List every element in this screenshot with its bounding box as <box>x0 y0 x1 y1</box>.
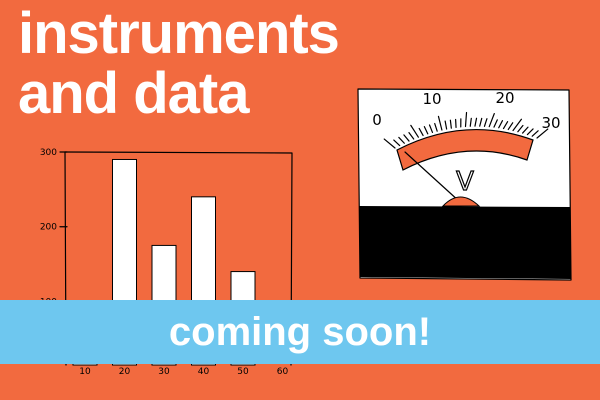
meter-scale-label: 20 <box>495 89 514 107</box>
meter-tick <box>423 126 429 135</box>
x-tick-label: 20 <box>119 367 131 377</box>
meter-tick <box>383 138 396 149</box>
y-tick-label: 200 <box>40 223 57 233</box>
y-tick-label: 300 <box>40 148 57 158</box>
x-tick-label: 40 <box>198 367 210 377</box>
meter-tick <box>410 124 419 138</box>
meter-scale-label: 0 <box>372 111 382 129</box>
meter-tick <box>512 118 522 132</box>
coming-soon-banner: coming soon! <box>0 300 600 364</box>
meter-tick <box>403 134 410 142</box>
headline: instruments and data <box>18 1 340 126</box>
meter-tick <box>526 128 534 136</box>
meter-tick <box>444 120 448 130</box>
meter-tick <box>437 115 443 131</box>
meter-tick <box>449 119 452 129</box>
x-tick-label: 30 <box>158 367 170 377</box>
x-tick-label: 60 <box>277 367 289 377</box>
meter-tick <box>522 126 529 134</box>
meter-tick <box>469 117 472 127</box>
meter-scale-label: 30 <box>541 114 560 132</box>
meter-bottom-panel <box>359 206 571 279</box>
voltmeter-illustration: 0 10 20 30 V <box>357 88 572 281</box>
meter-tick <box>479 117 483 127</box>
meter-tick <box>483 118 488 127</box>
meter-scale-arc <box>396 129 534 171</box>
chart-frame <box>64 151 293 366</box>
x-tick-label: 50 <box>237 367 249 377</box>
meter-tick <box>418 127 424 137</box>
meter-tick <box>498 120 504 129</box>
headline-line-1: instruments <box>18 1 340 66</box>
meter-tick <box>474 117 478 127</box>
meter-needle <box>404 151 461 203</box>
meter-tick <box>434 122 438 132</box>
meter-tick <box>517 124 524 133</box>
meter-tick <box>531 130 539 137</box>
meter-tick <box>507 122 514 131</box>
meter-tick <box>493 119 498 128</box>
meter-unit-label: V <box>456 167 474 197</box>
meter-tick <box>488 113 495 128</box>
meter-tick <box>428 124 434 134</box>
meter-tick <box>393 139 401 147</box>
headline-line-2: and data <box>18 61 249 126</box>
meter-tick <box>398 136 405 144</box>
meter-scale-label: 10 <box>422 90 441 108</box>
meter-tick <box>464 111 468 128</box>
meter-tick <box>502 121 509 130</box>
meter-needle-pivot <box>441 196 481 207</box>
meter-tick <box>408 131 415 140</box>
x-tick-label: 10 <box>79 367 91 377</box>
banner-text: coming soon! <box>168 309 432 354</box>
meter-tick <box>536 128 549 139</box>
